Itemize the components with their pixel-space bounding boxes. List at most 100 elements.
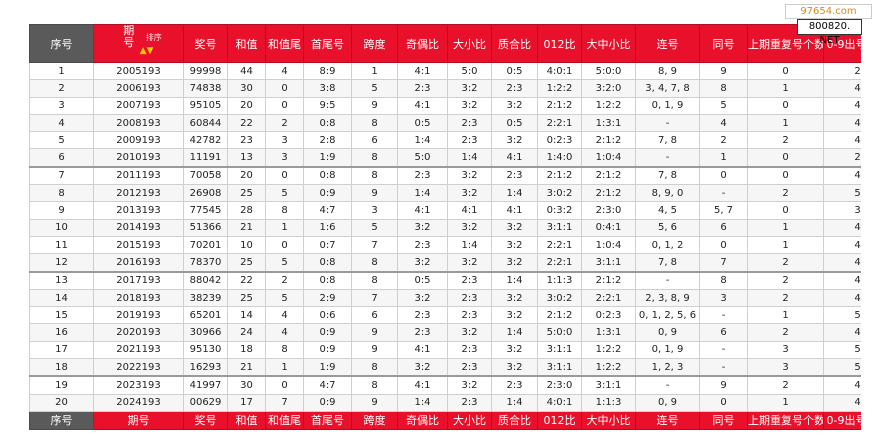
- cell-repeat-count: 2: [747, 184, 824, 203]
- cell-012bi: 3:1:1: [537, 218, 582, 237]
- table-row: 16 2020193 30966 24 4 0:9 9 2:3 3:2 1:4 5:0:0 1:3:1…: [29, 323, 861, 342]
- cell-lianhao: 8, 9: [635, 61, 700, 81]
- cell-tonghao: 1: [699, 148, 748, 168]
- footer-digit-count: 0-9出号个数: [823, 410, 861, 430]
- cell-jianghao: 95130: [183, 340, 228, 360]
- cell-digit-count: 4: [823, 96, 861, 115]
- footer-dazhongxiaobi: 大中小比: [581, 410, 636, 430]
- cell-shouweihao: 0:9: [303, 393, 352, 412]
- cell-daxiaobi: 2:3: [447, 113, 492, 133]
- cell-digit-count: 4: [823, 393, 861, 412]
- cell-shouweihao: 0:7: [303, 235, 352, 255]
- cell-jiouobi: 2:3: [397, 235, 448, 255]
- cell-zhihebi: 4:1: [491, 201, 538, 220]
- cell-012bi: 3:0:2: [537, 288, 582, 308]
- footer-hezhiwei: 和值尾: [265, 410, 304, 430]
- cell-qihao: 2022193: [93, 358, 184, 377]
- cell-hezhi: 10: [227, 235, 266, 255]
- cell-xuhao: 19: [29, 375, 94, 395]
- cell-hezhi: 22: [227, 113, 266, 133]
- cell-repeat-count: 1: [747, 79, 824, 98]
- cell-dazhongxiaobi: 0:4:1: [581, 218, 636, 237]
- cell-hezhiwei: 0: [265, 165, 304, 186]
- cell-repeat-count: 0: [747, 165, 824, 186]
- cell-kuadu: 9: [351, 184, 398, 203]
- cell-dazhongxiaobi: 3:2:0: [581, 79, 636, 98]
- cell-kuadu: 9: [351, 393, 398, 412]
- cell-xuhao: 18: [29, 358, 94, 377]
- cell-dazhongxiaobi: 1:3:1: [581, 113, 636, 133]
- cell-tonghao: 9: [699, 375, 748, 395]
- cell-jianghao: 38239: [183, 288, 228, 308]
- cell-shouweihao: 0:9: [303, 340, 352, 360]
- cell-daxiaobi: 5:0: [447, 61, 492, 81]
- cell-lianhao: 0, 9: [635, 323, 700, 342]
- cell-qihao: 2023193: [93, 375, 184, 395]
- cell-lianhao: 3, 4, 7, 8: [635, 79, 700, 98]
- cell-xuhao: 14: [29, 288, 94, 308]
- cell-jiouobi: 0:5: [397, 113, 448, 133]
- cell-012bi: 5:0:0: [537, 323, 582, 342]
- cell-digit-count: 3: [823, 201, 861, 220]
- cell-jianghao: 95105: [183, 96, 228, 115]
- cell-daxiaobi: 3:2: [447, 165, 492, 186]
- table-row: 7 2011193 70058 20 0 0:8 8 2:3 3:2 2:3 2:1:2 2:1:2 7…: [29, 165, 861, 186]
- cell-dazhongxiaobi: 2:1:2: [581, 165, 636, 186]
- cell-kuadu: 9: [351, 96, 398, 115]
- cell-xuhao: 11: [29, 235, 94, 255]
- header-dazhongxiaobi: 大中小比: [581, 24, 636, 63]
- cell-012bi: 4:0:1: [537, 61, 582, 81]
- cell-digit-count: 4: [823, 253, 861, 273]
- cell-zhihebi: 3:2: [491, 218, 538, 237]
- cell-digit-count: 4: [823, 270, 861, 290]
- table-row: 11 2015193 70201 10 0 0:7 7 2:3 1:4 3:2 2:2:1 1:0:4…: [29, 235, 861, 255]
- cell-jiouobi: 3:2: [397, 358, 448, 377]
- cell-qihao: 2015193: [93, 235, 184, 255]
- cell-repeat-count: 1: [747, 306, 824, 325]
- cell-daxiaobi: 3:2: [447, 79, 492, 98]
- cell-digit-count: 5: [823, 358, 861, 377]
- cell-qihao: 2017193: [93, 270, 184, 290]
- cell-xuhao: 8: [29, 184, 94, 203]
- cell-hezhi: 20: [227, 165, 266, 186]
- lottery-table-container: 序号 期 号 排序 ▲▼ 奖号 和值 和值尾 首尾号 跨度 奇偶比: [29, 24, 861, 441]
- cell-lianhao: 0, 1, 2, 5, 6: [635, 306, 700, 325]
- cell-jianghao: 11191: [183, 148, 228, 168]
- sort-button[interactable]: 排序 ▲▼: [139, 33, 162, 56]
- cell-dazhongxiaobi: 1:2:2: [581, 358, 636, 377]
- cell-xuhao: 5: [29, 131, 94, 150]
- cell-digit-count: 4: [823, 131, 861, 150]
- cell-qihao: 2024193: [93, 393, 184, 412]
- cell-hezhi: 13: [227, 148, 266, 168]
- cell-qihao: 2018193: [93, 288, 184, 308]
- cell-zhihebi: 0:5: [491, 113, 538, 133]
- cell-kuadu: 1: [351, 61, 398, 81]
- cell-tonghao: 6: [699, 218, 748, 237]
- cell-dazhongxiaobi: 0:2:3: [581, 306, 636, 325]
- cell-kuadu: 9: [351, 340, 398, 360]
- table-header: 序号 期 号 排序 ▲▼ 奖号 和值 和值尾 首尾号 跨度 奇偶比: [29, 24, 861, 63]
- watermark-top: 97654.com: [785, 4, 872, 19]
- cell-jianghao: 26908: [183, 184, 228, 203]
- cell-kuadu: 8: [351, 253, 398, 273]
- cell-012bi: 2:2:1: [537, 113, 582, 133]
- cell-jianghao: 42782: [183, 131, 228, 150]
- cell-jiouobi: 1:4: [397, 131, 448, 150]
- table-row: 9 2013193 77545 28 8 4:7 3 4:1 4:1 4:1 0:3:2 2:3:0 4…: [29, 201, 861, 220]
- table-row: 1 2005193 99998 44 4 8:9 1 4:1 5:0 0:5 4:0:1 5:0:0 8…: [29, 61, 861, 81]
- cell-012bi: 4:0:1: [537, 393, 582, 412]
- cell-hezhiwei: 4: [265, 306, 304, 325]
- cell-dazhongxiaobi: 2:1:2: [581, 131, 636, 150]
- header-012bi: 012比: [537, 24, 582, 63]
- cell-kuadu: 7: [351, 288, 398, 308]
- cell-repeat-count: 3: [747, 358, 824, 377]
- cell-daxiaobi: 3:2: [447, 253, 492, 273]
- cell-jiouobi: 2:3: [397, 165, 448, 186]
- cell-hezhi: 25: [227, 253, 266, 273]
- cell-zhihebi: 3:2: [491, 253, 538, 273]
- cell-shouweihao: 2:8: [303, 131, 352, 150]
- cell-tonghao: -: [699, 184, 748, 203]
- header-qihao[interactable]: 期 号 排序 ▲▼: [93, 24, 184, 63]
- sort-arrow-icon: ▲▼: [139, 46, 154, 56]
- cell-zhihebi: 1:4: [491, 323, 538, 342]
